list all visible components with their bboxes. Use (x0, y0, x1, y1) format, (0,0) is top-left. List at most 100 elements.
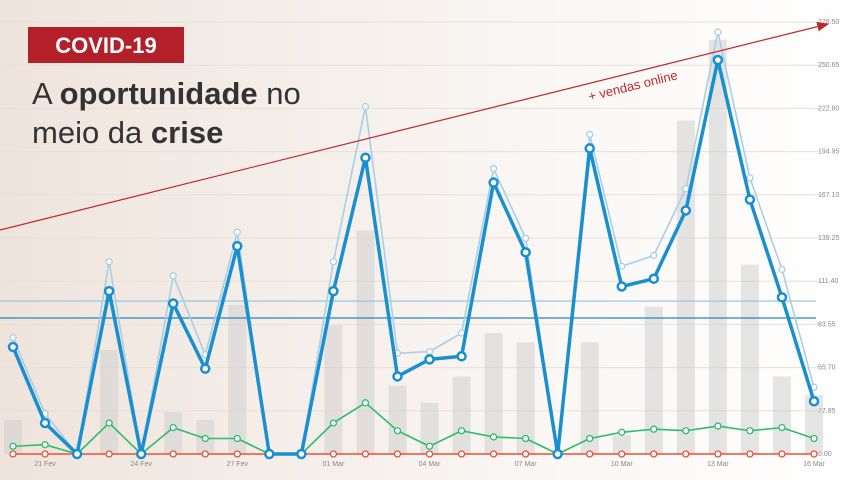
y-tick-label: 250.65 (818, 62, 840, 69)
trend-arrow (0, 21, 830, 231)
point (810, 450, 818, 458)
point (746, 427, 754, 435)
y-tick-label: 167.10 (818, 192, 840, 199)
y-tick-label: 0.00 (818, 451, 832, 458)
point (71, 448, 83, 460)
point (712, 54, 724, 66)
point (392, 371, 403, 382)
point (105, 258, 113, 266)
point (169, 450, 177, 458)
point (489, 164, 498, 173)
point (489, 433, 498, 441)
point (746, 174, 754, 182)
headline-part: no (258, 76, 301, 111)
point (169, 271, 177, 280)
x-tick-label: 16 Mar (803, 461, 825, 468)
point (521, 234, 530, 243)
point (9, 450, 17, 458)
bar (420, 402, 439, 454)
point (457, 450, 466, 458)
point (457, 427, 466, 435)
series-line (11, 58, 816, 456)
y-tick-label: 27.85 (818, 408, 836, 415)
point (361, 399, 370, 407)
point (233, 228, 241, 236)
point (232, 240, 243, 252)
point (682, 450, 690, 458)
series-line (12, 402, 815, 455)
headline-part: crise (151, 115, 223, 150)
point (264, 448, 275, 460)
point (810, 434, 818, 443)
point (9, 334, 17, 342)
point (744, 194, 756, 205)
point (105, 450, 113, 458)
point (521, 450, 530, 458)
point (233, 434, 241, 443)
bar (228, 305, 247, 454)
point (618, 428, 626, 436)
point (457, 329, 466, 337)
point (393, 450, 402, 458)
x-tick-label: 24 Fev (130, 461, 152, 468)
bar (676, 120, 695, 455)
bar (708, 39, 727, 455)
bar (484, 333, 503, 454)
y-tick-label: 111.40 (818, 278, 838, 285)
bar (452, 376, 471, 454)
bar (100, 350, 119, 454)
point (648, 273, 660, 284)
point (808, 396, 820, 407)
point (776, 292, 788, 303)
y-tick-label: 83.55 (818, 321, 836, 328)
point (489, 450, 498, 458)
point (361, 102, 370, 111)
point (520, 247, 531, 258)
badge-bg (28, 27, 184, 63)
point (425, 442, 434, 450)
x-tick-label: 21 Fev (34, 461, 56, 468)
bar (324, 325, 343, 454)
point (714, 450, 722, 458)
point (618, 450, 626, 458)
y-tick-label: 222.80 (818, 105, 840, 112)
x-tick-label: 07 Mar (515, 461, 537, 468)
point (360, 152, 371, 163)
point (521, 434, 530, 443)
badge: COVID-19 (55, 33, 156, 58)
bar (612, 435, 631, 454)
point (424, 354, 435, 365)
x-tick-label: 01 Mar (323, 461, 345, 468)
point (584, 143, 595, 154)
point (7, 341, 19, 353)
bar (805, 395, 823, 454)
x-tick-label: 13 Mar (707, 461, 729, 468)
point (169, 423, 177, 432)
point (650, 251, 658, 260)
headline-part: meio da (32, 115, 151, 150)
point (103, 285, 115, 297)
point (650, 450, 658, 458)
point (586, 450, 594, 458)
point (41, 450, 49, 458)
point (650, 425, 658, 433)
point (586, 130, 594, 139)
point (552, 448, 563, 460)
point (616, 281, 628, 292)
point (9, 442, 17, 450)
point (680, 205, 692, 216)
point (778, 450, 786, 458)
headline-part: A (32, 76, 60, 111)
bar (164, 412, 183, 454)
point (425, 450, 434, 458)
headline: A oportunidade no meio da crise (32, 76, 301, 150)
point (329, 258, 338, 266)
headline-part: oportunidade (60, 76, 258, 111)
bar (356, 230, 375, 454)
point (425, 347, 434, 356)
y-tick-label: 55.70 (818, 365, 836, 372)
point (778, 423, 786, 432)
point (393, 427, 402, 435)
